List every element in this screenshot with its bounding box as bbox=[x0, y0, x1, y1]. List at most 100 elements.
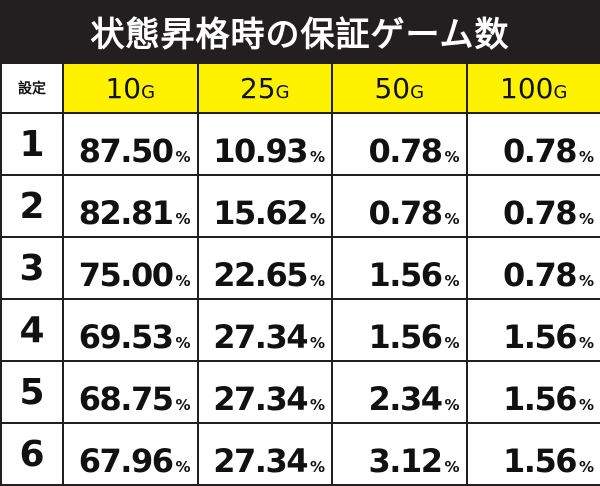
value-cell: 0.78% bbox=[332, 175, 467, 237]
percent-sign: % bbox=[444, 396, 459, 414]
percent-sign: % bbox=[444, 458, 459, 476]
percent-sign: % bbox=[579, 334, 594, 352]
column-header-50g: 50G bbox=[332, 63, 467, 113]
column-header-number: 50 bbox=[374, 72, 410, 105]
value-number: 22.65 bbox=[213, 256, 307, 294]
setting-cell: 6 bbox=[1, 423, 63, 485]
percent-sign: % bbox=[579, 210, 594, 228]
value-number: 15.62 bbox=[213, 194, 307, 232]
value-cell: 1.56% bbox=[467, 423, 600, 485]
value-cell: 15.62% bbox=[198, 175, 333, 237]
percent-sign: % bbox=[310, 396, 325, 414]
percent-sign: % bbox=[579, 148, 594, 166]
value-number: 82.81 bbox=[79, 194, 173, 232]
value-cell: 27.34% bbox=[198, 423, 333, 485]
value-cell: 82.81% bbox=[63, 175, 198, 237]
table-row: 4 69.53% 27.34% 1.56% 1.56% bbox=[1, 299, 600, 361]
percent-sign: % bbox=[310, 148, 325, 166]
percent-sign: % bbox=[175, 210, 190, 228]
value-cell: 1.56% bbox=[467, 361, 600, 423]
value-number: 1.56 bbox=[369, 256, 442, 294]
value-number: 27.34 bbox=[213, 442, 307, 480]
percent-sign: % bbox=[444, 334, 459, 352]
value-number: 67.96 bbox=[79, 442, 173, 480]
value-cell: 0.78% bbox=[332, 113, 467, 175]
column-header-number: 25 bbox=[240, 72, 276, 105]
column-header-number: 100 bbox=[500, 72, 553, 105]
percent-sign: % bbox=[175, 272, 190, 290]
value-number: 68.75 bbox=[79, 380, 173, 418]
value-cell: 0.78% bbox=[467, 237, 600, 299]
percent-sign: % bbox=[175, 334, 190, 352]
setting-cell: 4 bbox=[1, 299, 63, 361]
value-number: 3.12 bbox=[369, 442, 442, 480]
value-number: 0.78 bbox=[369, 194, 442, 232]
table-row: 6 67.96% 27.34% 3.12% 1.56% bbox=[1, 423, 600, 485]
column-header-25g: 25G bbox=[198, 63, 333, 113]
setting-cell: 3 bbox=[1, 237, 63, 299]
value-cell: 22.65% bbox=[198, 237, 333, 299]
value-number: 10.93 bbox=[213, 132, 307, 170]
value-cell: 1.56% bbox=[332, 299, 467, 361]
setting-cell: 2 bbox=[1, 175, 63, 237]
table-row: 5 68.75% 27.34% 2.34% 1.56% bbox=[1, 361, 600, 423]
value-cell: 87.50% bbox=[63, 113, 198, 175]
column-header-unit: G bbox=[410, 82, 424, 103]
value-number: 27.34 bbox=[213, 318, 307, 356]
percent-sign: % bbox=[310, 210, 325, 228]
guarantee-rate-table: 設定 10G 25G 50G 100G 1 87.50% 10.93% 0.78… bbox=[0, 62, 600, 486]
table-row: 1 87.50% 10.93% 0.78% 0.78% bbox=[1, 113, 600, 175]
column-header-unit: G bbox=[141, 82, 155, 103]
table-row: 3 75.00% 22.65% 1.56% 0.78% bbox=[1, 237, 600, 299]
column-header-10g: 10G bbox=[63, 63, 198, 113]
value-cell: 69.53% bbox=[63, 299, 198, 361]
value-number: 0.78 bbox=[503, 256, 576, 294]
column-header-number: 10 bbox=[105, 72, 141, 105]
value-cell: 2.34% bbox=[332, 361, 467, 423]
setting-cell: 5 bbox=[1, 361, 63, 423]
column-header-unit: G bbox=[276, 82, 290, 103]
value-cell: 10.93% bbox=[198, 113, 333, 175]
percent-sign: % bbox=[444, 272, 459, 290]
setting-cell: 1 bbox=[1, 113, 63, 175]
value-cell: 1.56% bbox=[332, 237, 467, 299]
value-number: 1.56 bbox=[369, 318, 442, 356]
percent-sign: % bbox=[175, 396, 190, 414]
value-cell: 75.00% bbox=[63, 237, 198, 299]
percent-sign: % bbox=[310, 458, 325, 476]
value-number: 75.00 bbox=[79, 256, 173, 294]
table-row: 2 82.81% 15.62% 0.78% 0.78% bbox=[1, 175, 600, 237]
page-title: 状態昇格時の保証ゲーム数 bbox=[0, 0, 600, 62]
percent-sign: % bbox=[310, 272, 325, 290]
value-number: 1.56 bbox=[503, 318, 576, 356]
column-header-100g: 100G bbox=[467, 63, 600, 113]
percent-sign: % bbox=[579, 458, 594, 476]
table-header-row: 設定 10G 25G 50G 100G bbox=[1, 63, 600, 113]
value-number: 0.78 bbox=[369, 132, 442, 170]
value-cell: 27.34% bbox=[198, 361, 333, 423]
value-number: 1.56 bbox=[503, 380, 576, 418]
value-number: 27.34 bbox=[213, 380, 307, 418]
value-cell: 27.34% bbox=[198, 299, 333, 361]
percent-sign: % bbox=[310, 334, 325, 352]
percent-sign: % bbox=[444, 148, 459, 166]
value-number: 0.78 bbox=[503, 194, 576, 232]
column-header-unit: G bbox=[554, 82, 568, 103]
value-cell: 1.56% bbox=[467, 299, 600, 361]
value-number: 69.53 bbox=[79, 318, 173, 356]
percent-sign: % bbox=[444, 210, 459, 228]
value-cell: 0.78% bbox=[467, 175, 600, 237]
value-cell: 67.96% bbox=[63, 423, 198, 485]
value-number: 1.56 bbox=[503, 442, 576, 480]
value-number: 2.34 bbox=[369, 380, 442, 418]
value-number: 87.50 bbox=[79, 132, 173, 170]
value-cell: 0.78% bbox=[467, 113, 600, 175]
percent-sign: % bbox=[579, 396, 594, 414]
value-cell: 3.12% bbox=[332, 423, 467, 485]
setting-column-header: 設定 bbox=[1, 63, 63, 113]
percent-sign: % bbox=[175, 458, 190, 476]
percent-sign: % bbox=[175, 148, 190, 166]
value-cell: 68.75% bbox=[63, 361, 198, 423]
value-number: 0.78 bbox=[503, 132, 576, 170]
percent-sign: % bbox=[579, 272, 594, 290]
